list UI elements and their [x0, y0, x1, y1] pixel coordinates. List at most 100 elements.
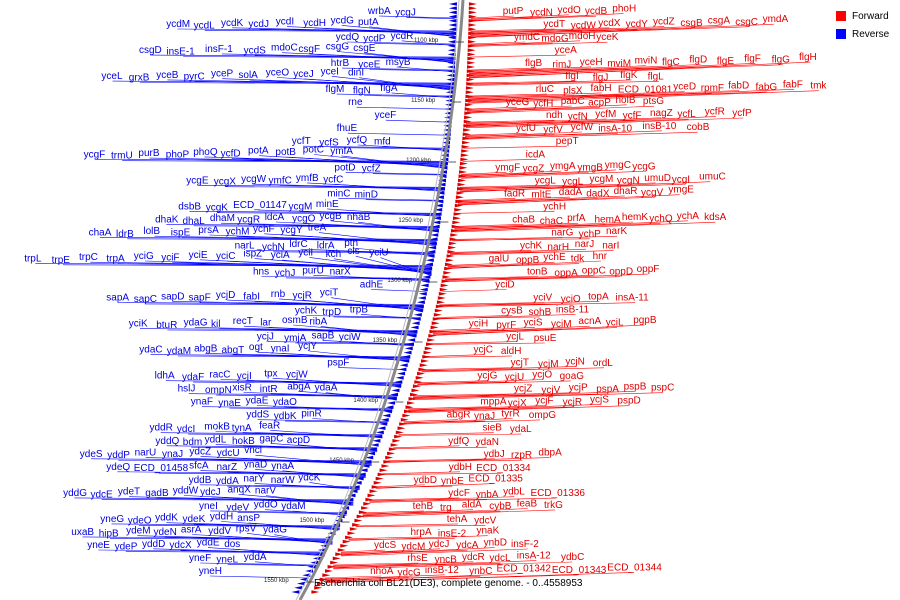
reverse-gene-label: abgB — [194, 343, 218, 354]
reverse-gene-label: msyB — [386, 57, 411, 68]
forward-gene-label: flgK — [620, 70, 638, 81]
reverse-gene-label: gapC — [259, 433, 283, 444]
reverse-gene-label: bdm — [183, 437, 202, 448]
forward-connector-line — [439, 302, 545, 305]
forward-gene-arrow — [314, 586, 323, 590]
reverse-connector-line — [318, 232, 437, 247]
forward-connector-line — [468, 81, 659, 86]
forward-connector-line — [425, 355, 513, 358]
reverse-connector-line — [252, 183, 444, 190]
reverse-connector-line — [139, 328, 417, 331]
reverse-connector-line — [313, 275, 430, 281]
reverse-gene-label: phoQ — [193, 147, 218, 158]
reverse-gene-label: trmU — [111, 151, 133, 162]
kbp-tick-label: 1300 kbp — [387, 278, 412, 284]
reverse-connector-line — [166, 522, 340, 528]
reverse-connector-line — [355, 255, 432, 276]
forward-connector-line — [325, 572, 633, 584]
reverse-connector-line — [300, 248, 435, 255]
forward-gene-arrow — [377, 472, 386, 477]
reverse-gene-label: ldcA — [265, 212, 285, 223]
forward-gene-arrow — [319, 577, 328, 582]
forward-gene-label: pyrF — [496, 320, 516, 331]
reverse-connector-line — [243, 392, 398, 398]
forward-gene-arrow — [361, 506, 370, 510]
forward-gene-label: ydcR — [462, 552, 485, 563]
reverse-gene-label: yneF — [189, 553, 211, 564]
reverse-gene-arrow — [315, 552, 324, 556]
forward-gene-label: dhaR — [614, 186, 638, 197]
forward-gene-label: tyrR — [501, 409, 519, 420]
forward-gene-label: pspB — [624, 381, 647, 392]
reverse-gene-label: yneE — [87, 540, 110, 551]
reverse-gene-arrow — [370, 443, 379, 447]
reverse-gene-label: ymfC — [269, 176, 292, 187]
forward-gene-label: fabH — [591, 83, 612, 94]
forward-gene-label: prfA — [567, 213, 586, 224]
forward-connector-line — [470, 27, 610, 33]
forward-connector-line — [340, 548, 528, 557]
forward-gene-label: sieB — [483, 423, 503, 434]
forward-gene-arrow — [415, 376, 424, 380]
reverse-connector-line — [358, 221, 439, 233]
reverse-gene-label: osmB — [282, 315, 308, 326]
forward-connector-line — [432, 328, 481, 331]
forward-gene-label: nhoA — [370, 566, 394, 577]
reverse-gene-label: ydaF — [182, 372, 204, 383]
reverse-gene-label: ymjA — [284, 333, 307, 344]
forward-gene-arrow — [444, 266, 453, 271]
forward-connector-line — [429, 342, 545, 345]
forward-connector-line — [454, 221, 634, 230]
reverse-connector-line — [221, 222, 439, 229]
forward-connector-line — [412, 393, 608, 399]
forward-gene-arrow — [463, 119, 472, 124]
forward-gene-arrow — [464, 107, 473, 111]
forward-gene-arrow — [465, 86, 474, 90]
reverse-gene-arrow — [377, 426, 386, 430]
forward-gene-label: fadR — [504, 188, 525, 199]
reverse-gene-arrow — [431, 224, 440, 229]
forward-gene-arrow — [365, 497, 374, 502]
kbp-tick-label: 1500 kbp — [300, 518, 325, 524]
reverse-connector-line — [267, 341, 414, 344]
reverse-gene-arrow — [446, 82, 455, 86]
reverse-gene-label: btuR — [156, 320, 177, 331]
reverse-gene-label: yddP — [107, 450, 130, 461]
reverse-connector-line — [238, 494, 354, 505]
reverse-gene-arrow — [394, 380, 403, 384]
reverse-gene-label: csgG — [326, 42, 350, 53]
forward-gene-arrow — [423, 350, 432, 355]
reverse-gene-label: ychN — [262, 242, 285, 253]
forward-connector-line — [469, 41, 526, 45]
reverse-gene-label: narL — [235, 240, 255, 251]
forward-connector-line — [369, 497, 460, 501]
forward-gene-label: ycjU — [505, 372, 524, 383]
forward-connector-line — [393, 445, 460, 449]
reverse-gene-arrow — [434, 208, 443, 212]
forward-gene-label: ydbC — [561, 552, 584, 563]
forward-connector-line — [362, 508, 528, 517]
forward-connector-line — [466, 104, 627, 113]
forward-connector-line — [421, 367, 605, 373]
reverse-gene-arrow — [423, 271, 432, 275]
forward-gene-label: putP — [503, 6, 524, 17]
forward-connector-line — [466, 105, 655, 114]
forward-gene-arrow — [433, 313, 442, 317]
reverse-gene-arrow — [448, 2, 457, 6]
reverse-gene-arrow — [428, 245, 437, 250]
reverse-gene-arrow — [435, 199, 444, 204]
reverse-gene-arrow — [413, 313, 422, 317]
reverse-gene-label: trpC — [79, 252, 98, 263]
reverse-connector-line — [177, 28, 455, 32]
forward-gene-arrow — [441, 279, 450, 283]
reverse-gene-label: ycfZ — [362, 164, 381, 175]
forward-connector-line — [470, 26, 747, 37]
forward-connector-line — [461, 170, 562, 177]
reverse-gene-arrow — [405, 342, 414, 346]
reverse-gene-label: ycgO — [292, 213, 316, 224]
forward-gene-label: ycgL — [535, 175, 557, 186]
forward-gene-arrow — [456, 191, 465, 195]
forward-gene-arrow — [468, 35, 477, 40]
reverse-gene-label: ydaA — [315, 383, 338, 394]
reverse-gene-label: ynaI — [271, 344, 290, 355]
